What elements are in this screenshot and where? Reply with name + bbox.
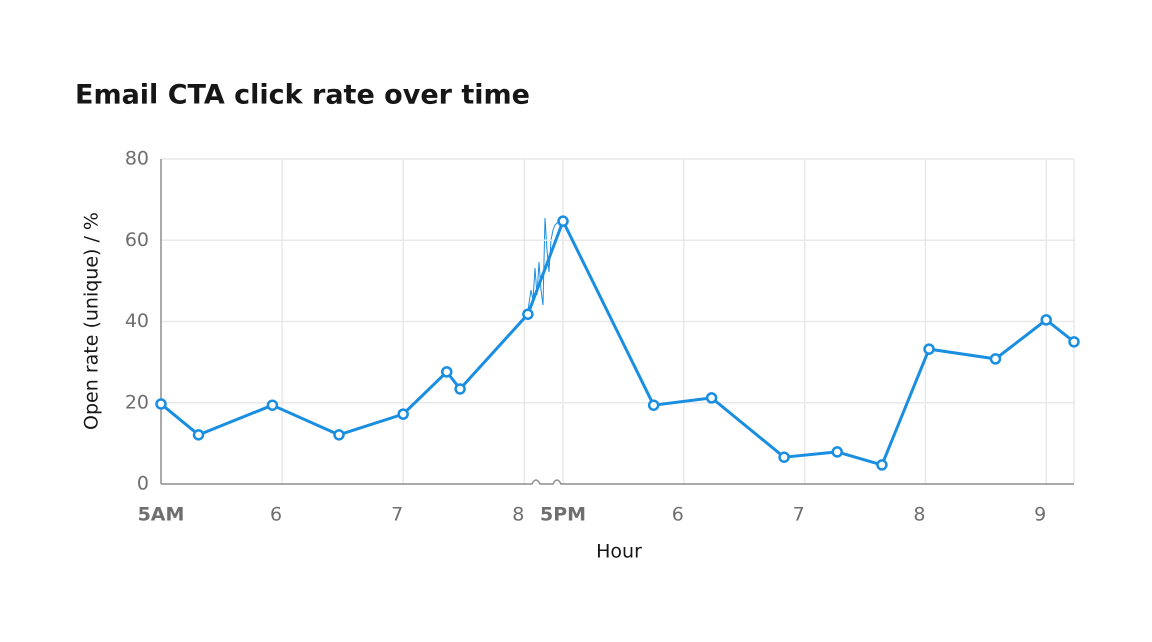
x-axis-title: Hour	[596, 541, 642, 563]
x-tick-label: 8	[512, 504, 524, 526]
point	[647, 399, 660, 411]
x-tick-label: 5PM	[540, 504, 586, 526]
y-tick-label: 20	[125, 391, 149, 413]
point	[876, 459, 888, 471]
point	[557, 215, 569, 227]
point	[778, 451, 790, 463]
y-tick-label: 40	[125, 310, 149, 332]
point	[923, 343, 935, 355]
point	[522, 308, 534, 320]
x-tick-label: 9	[1034, 504, 1046, 526]
x-tick-label: 6	[270, 504, 282, 526]
point	[454, 383, 466, 395]
point	[1068, 336, 1080, 348]
y-tick-label: 0	[137, 473, 149, 495]
y-tick-label: 60	[125, 229, 149, 251]
point	[266, 399, 279, 411]
point	[333, 429, 345, 441]
point	[989, 353, 1002, 365]
x-tick-label: 8	[913, 504, 925, 526]
point	[192, 429, 205, 441]
point	[1040, 314, 1052, 326]
point	[441, 366, 453, 378]
x-tick-label: 5AM	[138, 504, 185, 526]
point	[831, 446, 843, 458]
x-tick-label: 7	[793, 504, 805, 526]
y-tick-label: 80	[125, 148, 149, 170]
point	[397, 408, 409, 420]
x-tick-label: 7	[391, 504, 403, 526]
y-axis-title: Open rate (unique) / %	[81, 212, 103, 430]
chart-title: Email CTA click rate over time	[75, 80, 530, 111]
line	[160, 219, 1075, 467]
point	[155, 398, 167, 410]
x-tick-label: 6	[672, 504, 684, 526]
axis-break-squiggle	[527, 217, 559, 311]
point	[705, 392, 718, 404]
x-axis	[161, 479, 1074, 485]
